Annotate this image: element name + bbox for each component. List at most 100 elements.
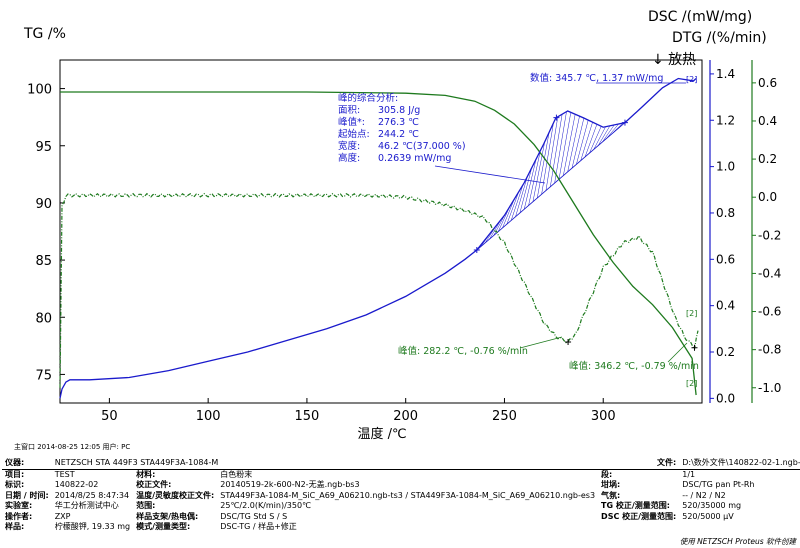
- info-key: 样品支架/热电偶:: [136, 511, 199, 521]
- info-key: 项目:: [5, 469, 25, 479]
- analysis-val-width: 46.2 ℃(37.000 %): [378, 141, 466, 152]
- dtg-peak1-annotation: 峰值: 282.2 ℃, -0.76 %/min: [398, 345, 528, 357]
- info-value: DSC-TG / 样品+修正: [220, 522, 297, 531]
- hatch-line: [602, 124, 615, 143]
- dtg-tick-label: -1.0: [758, 381, 781, 395]
- exo-label: ↓ 放热: [652, 52, 696, 68]
- hatch-line: [532, 141, 546, 202]
- dsc-tick-label: 0.6: [716, 252, 735, 266]
- x-tick-label: 150: [295, 409, 320, 424]
- analysis-key-area: 面积:: [338, 104, 360, 116]
- ticks-layer: 50 100 150 200 250 300 75 80 85 90 95 100 0.0 0.2 0.4 0…: [27, 67, 781, 424]
- dsc-baseline: [476, 122, 626, 251]
- hatch-line: [554, 111, 567, 184]
- x-tick-label: 100: [196, 409, 221, 424]
- dsc-tick-label: 0.8: [716, 206, 735, 220]
- info-value: TEST: [54, 469, 75, 479]
- meta-line: 主窗口 2014-08-25 12:05 用户: PC: [14, 443, 131, 451]
- info-value: -- / N2 / N2: [682, 490, 726, 500]
- dsc-tick-label: 1.2: [716, 113, 735, 127]
- dtg-tick-label: -0.2: [758, 228, 781, 242]
- tg-tick-label: 100: [27, 83, 52, 98]
- info-key: DSC 校正/测量范围:: [601, 511, 677, 521]
- hatch-line: [545, 116, 559, 191]
- tg-curve: [60, 91, 697, 396]
- dtg-peak2-annotation: 峰值: 346.2 ℃, -0.79 %/min: [569, 360, 699, 372]
- hatch-line: [597, 125, 611, 146]
- info-value: [679, 522, 800, 533]
- dsc-tick-label: 1.0: [716, 160, 735, 174]
- info-rows: 项目: TEST 材料: 白色粉末 段: 1/1 标识: 140822-02 校正文件: 2014…: [2, 469, 800, 533]
- info-key: 校正文件:: [136, 480, 172, 489]
- dsc-peak-hatch: [476, 111, 626, 251]
- hatch-line: [593, 126, 606, 150]
- info-key: 范围:: [136, 501, 156, 510]
- x-axis-title: 温度 /℃: [357, 426, 406, 442]
- dsc-tick-label: 0.4: [716, 299, 735, 313]
- analysis-leader: [434, 165, 546, 184]
- info-row: 日期 / 时间: 2014/8/25 8:47:34 温度/灵敏度校正文件: STA4…: [2, 491, 800, 502]
- info-value: DSC/TG Std S / S: [220, 511, 288, 521]
- dsc-tick-label: 0.2: [716, 345, 735, 359]
- hatch-line: [610, 122, 624, 135]
- info-value: 2014/8/25 8:47:34: [54, 490, 130, 500]
- dtg-tick-label: -0.4: [758, 266, 781, 280]
- analysis-key-height: 高度:: [338, 152, 360, 164]
- hatch-line: [580, 122, 593, 161]
- hatch-line: [510, 184, 524, 221]
- markers-layer: [473, 114, 698, 351]
- hatch-line: [563, 114, 576, 176]
- dtg-tick-label: 0.2: [758, 152, 777, 166]
- analysis-key-onset: 起始点:: [338, 128, 370, 140]
- info-row: 标识: 140822-02 校正文件: 20140519-2k-600-N2-无盖.n…: [2, 480, 800, 491]
- info-key: 温度/灵敏度校正文件:: [136, 490, 215, 500]
- hatch-line: [515, 176, 528, 217]
- hatch-line: [584, 124, 598, 157]
- hatch-line: [576, 120, 589, 165]
- x-tick-label: 50: [101, 409, 118, 424]
- tg-tick-label: 85: [35, 254, 52, 269]
- info-value: STA449F3A-1084-M_SiC_A69_A06210.ngb-ts3 …: [220, 490, 596, 500]
- x-tick-label: 250: [492, 409, 517, 424]
- dtg-tick-label: 0.4: [758, 114, 777, 128]
- peak-marker: [553, 114, 560, 121]
- info-value: 520/5000 μV: [682, 511, 734, 521]
- x-tick-label: 200: [393, 409, 418, 424]
- tg-tick-label: 75: [35, 368, 52, 383]
- info-key: 日期 / 时间:: [5, 490, 49, 500]
- hatch-line: [506, 191, 519, 225]
- info-key: 标识:: [5, 480, 25, 489]
- dtg-tick-label: 0.6: [758, 76, 777, 90]
- hatch-line: [519, 167, 532, 214]
- analysis-val-onset: 244.2 ℃: [378, 129, 419, 140]
- info-key: 段:: [601, 469, 613, 479]
- info-value: 1/1: [682, 469, 696, 479]
- info-key: TG 校正/测量范围:: [601, 501, 670, 510]
- info-value: 520/35000 mg: [682, 501, 742, 510]
- dsc-tick-label: 1.4: [716, 67, 735, 81]
- info-row: 项目: TEST 材料: 白色粉末 段: 1/1: [2, 469, 800, 480]
- dtg-peak2-leader: [667, 342, 688, 363]
- info-key: 坩埚:: [601, 480, 621, 489]
- plot-frame: [59, 59, 703, 404]
- instrument-value: NETZSCH STA 449F3 STA449F3A-1084-M: [51, 458, 599, 470]
- hatch-line: [541, 122, 554, 195]
- dsc-curve: [59, 77, 697, 399]
- dtg-tick-label: 0.0: [758, 190, 777, 204]
- analysis-key-width: 宽度:: [338, 140, 360, 152]
- analysis-key-peak: 峰值*:: [338, 116, 365, 128]
- info-key: 操作者:: [5, 511, 33, 521]
- hatch-line: [567, 116, 580, 172]
- info-value: ZXP: [54, 511, 71, 521]
- dsc-axis-title: DSC /(mW/mg): [648, 9, 752, 25]
- hatch-line: [571, 118, 585, 169]
- analysis-val-peak: 276.3 ℃: [378, 117, 419, 128]
- info-value: 柠檬酸钾, 19.33 mg: [54, 522, 131, 531]
- dtg-tick-label: -0.6: [758, 305, 781, 319]
- tag-2-dtg: [2]: [686, 309, 697, 318]
- x-tick-label: 300: [591, 409, 616, 424]
- hatch-line: [550, 114, 563, 187]
- info-row: 实验室: 华工分析测试中心 范围: 25℃/2.0(K/min)/350℃ TG 校正/…: [2, 501, 800, 512]
- peak-marker: [473, 247, 480, 254]
